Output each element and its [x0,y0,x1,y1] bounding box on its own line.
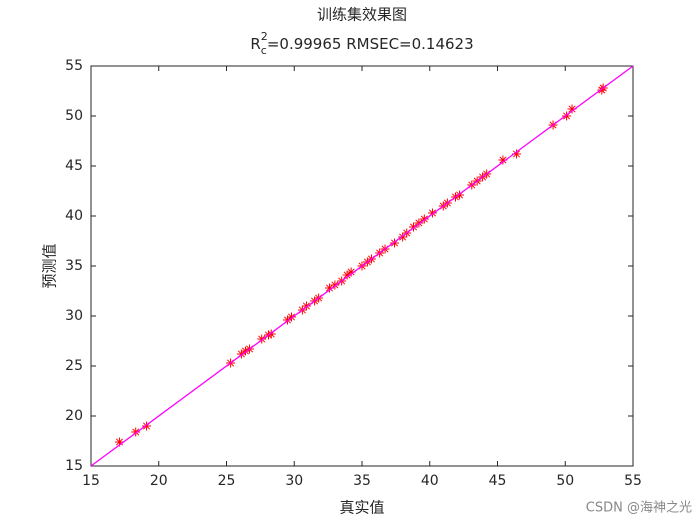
point-stroke [325,284,334,292]
y-axis-label: 预测值 [41,243,59,288]
x-tick-label: 15 [82,473,100,489]
y-tick-label: 35 [65,258,83,274]
point-stroke [499,156,507,164]
x-tick-label: 40 [421,473,439,489]
point [131,427,141,437]
x-tick-label: 35 [353,473,371,489]
x-tick-label: 30 [285,473,303,489]
x-tick-label: 50 [556,473,574,489]
chart-subtitle: R2 c=0.99965 RMSEC=0.14623 [250,30,473,57]
point [567,104,577,114]
y-tick-label: 50 [65,108,83,124]
point [142,421,152,431]
x-tick-label: 45 [489,473,507,489]
subtitle-sub: c [261,44,267,57]
x-axis-label: 真实值 [339,499,384,517]
x-tick-label: 25 [218,473,236,489]
y-tick-label: 20 [65,408,83,424]
y-tick-label: 55 [65,58,83,74]
y-tick-label: 15 [65,458,83,474]
y-tick-label: 45 [65,158,83,174]
point-stroke [343,271,351,279]
point [455,190,465,200]
y-tick-label: 25 [65,358,83,374]
subtitle-sup: 2 [261,30,268,43]
y-tick-label: 30 [65,308,83,324]
y-tick-label: 40 [65,208,83,224]
fit-line [90,65,634,467]
watermark: CSDN @海神之光 [586,501,692,516]
subtitle-base: R [250,35,260,53]
point-stroke [347,268,355,276]
point-stroke [115,438,123,446]
x-tick-label: 20 [150,473,168,489]
point-stroke [568,105,576,113]
chart-title: 训练集效果图 [317,6,407,24]
x-tick-label: 55 [624,473,642,489]
subtitle-rest: =0.99965 RMSEC=0.14623 [267,35,474,53]
point-stroke [512,150,521,158]
